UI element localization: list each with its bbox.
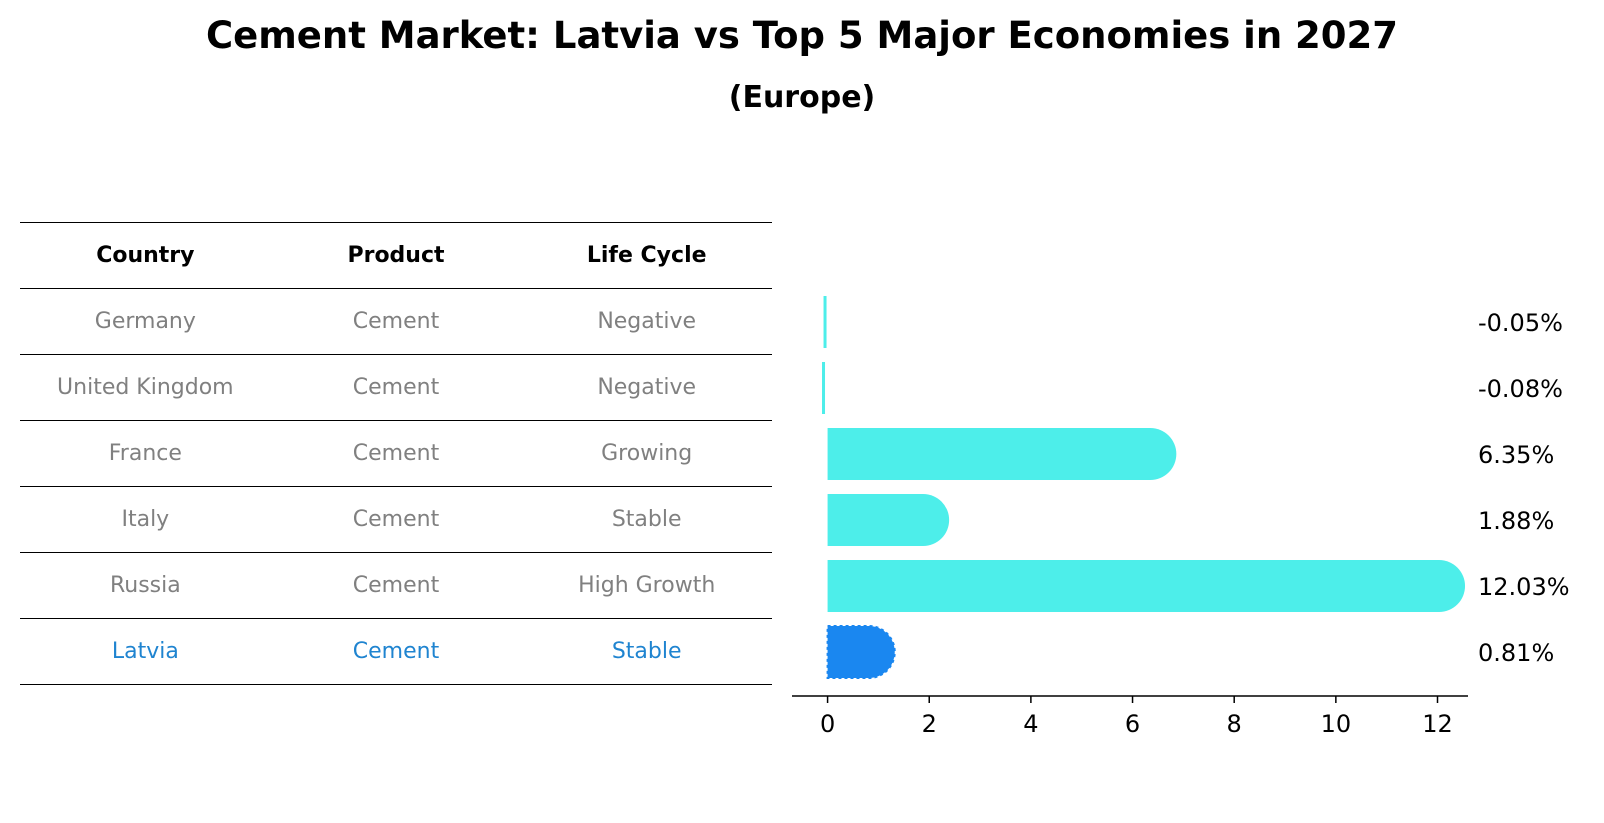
life-cycle-cell: Negative xyxy=(597,309,697,334)
table-row-highlight: Latvia Cement Stable xyxy=(20,618,772,685)
product-cell: Cement xyxy=(352,507,440,532)
chart-title: Cement Market: Latvia vs Top 5 Major Eco… xyxy=(205,14,1399,57)
life-cycle-cell: Stable xyxy=(611,639,682,664)
header-product: Product xyxy=(347,243,445,268)
value-label: 12.03% xyxy=(1478,573,1570,601)
value-label: 6.35% xyxy=(1478,441,1554,469)
x-tick-label: 0 xyxy=(820,710,835,738)
header-life-cycle: Life Cycle xyxy=(586,243,707,268)
x-tick-label: 4 xyxy=(1023,710,1038,738)
comparison-table: Country Product Life Cycle Germany Cemen… xyxy=(20,222,772,685)
x-tick-label: 8 xyxy=(1227,710,1242,738)
table-row: Germany Cement Negative xyxy=(20,288,772,354)
table-row: Italy Cement Stable xyxy=(20,486,772,552)
x-tick-label: 6 xyxy=(1125,710,1140,738)
country-cell: Italy xyxy=(121,507,170,532)
x-tick-label: 2 xyxy=(922,710,937,738)
value-label: 0.81% xyxy=(1478,639,1554,667)
country-cell: France xyxy=(108,441,182,466)
x-tick-label: 12 xyxy=(1422,710,1453,738)
header-country: Country xyxy=(96,243,195,268)
country-cell: Germany xyxy=(94,309,196,334)
product-cell: Cement xyxy=(352,639,440,664)
table-row: United Kingdom Cement Negative xyxy=(20,354,772,420)
value-label: -0.08% xyxy=(1478,375,1563,403)
country-cell: Russia xyxy=(109,573,181,598)
country-cell: Latvia xyxy=(111,639,179,664)
country-cell: United Kingdom xyxy=(57,375,234,400)
product-cell: Cement xyxy=(352,309,440,334)
chart-subtitle: (Europe) xyxy=(728,80,876,115)
value-labels-group: -0.05% -0.08% 6.35% 1.88% 12.03% 0.81% xyxy=(1478,309,1570,667)
table-header-row: Country Product Life Cycle xyxy=(20,222,772,288)
product-cell: Cement xyxy=(352,573,440,598)
bar-italy xyxy=(827,494,950,546)
value-label: 1.88% xyxy=(1478,507,1554,535)
bar-france xyxy=(827,428,1177,480)
product-cell: Cement xyxy=(352,441,440,466)
product-cell: Cement xyxy=(352,375,440,400)
bar-latvia xyxy=(826,625,896,679)
life-cycle-cell: Growing xyxy=(601,441,693,466)
bar-germany xyxy=(823,296,827,348)
x-axis: 0 2 4 6 8 10 12 xyxy=(792,695,1468,738)
bar-united-kingdom xyxy=(822,362,826,414)
life-cycle-cell: Negative xyxy=(597,375,697,400)
bar-russia xyxy=(827,560,1466,612)
life-cycle-cell: High Growth xyxy=(578,573,716,598)
table-row: Russia Cement High Growth xyxy=(20,552,772,618)
x-tick-label: 10 xyxy=(1321,710,1352,738)
table-row: France Cement Growing xyxy=(20,420,772,486)
value-label: -0.05% xyxy=(1478,309,1563,337)
life-cycle-cell: Stable xyxy=(611,507,682,532)
bars-group xyxy=(822,296,1466,679)
